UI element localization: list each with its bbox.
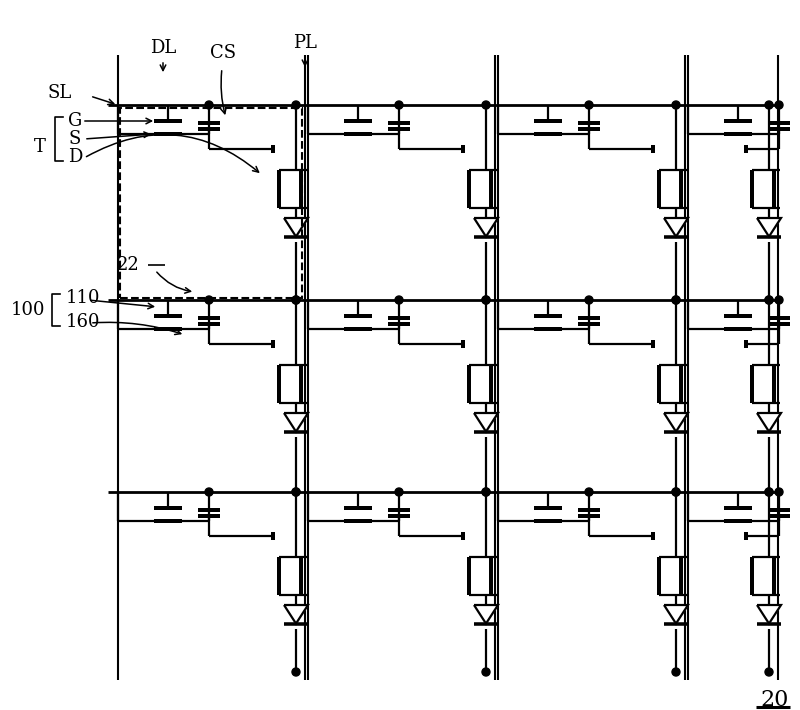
Circle shape [765,296,773,304]
Polygon shape [474,218,498,236]
Text: 100: 100 [10,301,46,319]
Circle shape [775,296,783,304]
Polygon shape [664,413,688,432]
Circle shape [585,296,593,304]
Circle shape [205,296,213,304]
Polygon shape [474,605,498,623]
Circle shape [585,488,593,496]
Circle shape [395,488,403,496]
Circle shape [482,488,490,496]
Circle shape [672,488,680,496]
Circle shape [395,101,403,109]
Text: S: S [68,130,80,148]
Circle shape [292,668,300,676]
Polygon shape [757,218,781,236]
Circle shape [482,296,490,304]
Circle shape [765,488,773,496]
Circle shape [292,101,300,109]
Circle shape [482,488,490,496]
Text: G: G [68,112,82,130]
Circle shape [672,296,680,304]
Circle shape [292,488,300,496]
Polygon shape [757,605,781,623]
Circle shape [672,488,680,496]
Circle shape [672,668,680,676]
Circle shape [205,488,213,496]
Circle shape [205,101,213,109]
Polygon shape [664,605,688,623]
Circle shape [482,668,490,676]
Circle shape [765,296,773,304]
Polygon shape [474,413,498,432]
Text: PL: PL [293,34,317,52]
Text: CS: CS [210,44,236,62]
Polygon shape [284,413,308,432]
Circle shape [765,488,773,496]
Polygon shape [757,413,781,432]
Circle shape [775,488,783,496]
Circle shape [672,296,680,304]
Circle shape [292,296,300,304]
Text: SL: SL [48,84,72,102]
Text: 110: 110 [66,289,101,307]
Circle shape [482,296,490,304]
Text: T: T [34,138,46,156]
Polygon shape [664,218,688,236]
Polygon shape [284,605,308,623]
Circle shape [672,101,680,109]
Polygon shape [284,218,308,236]
Text: DL: DL [150,39,176,57]
Circle shape [292,296,300,304]
Circle shape [292,488,300,496]
Circle shape [585,101,593,109]
Circle shape [765,668,773,676]
Text: 160: 160 [66,313,101,331]
Circle shape [395,296,403,304]
Text: D: D [68,148,82,166]
Circle shape [482,101,490,109]
Text: 22: 22 [118,256,140,274]
Text: 20: 20 [760,689,788,710]
Circle shape [775,101,783,109]
Circle shape [765,101,773,109]
